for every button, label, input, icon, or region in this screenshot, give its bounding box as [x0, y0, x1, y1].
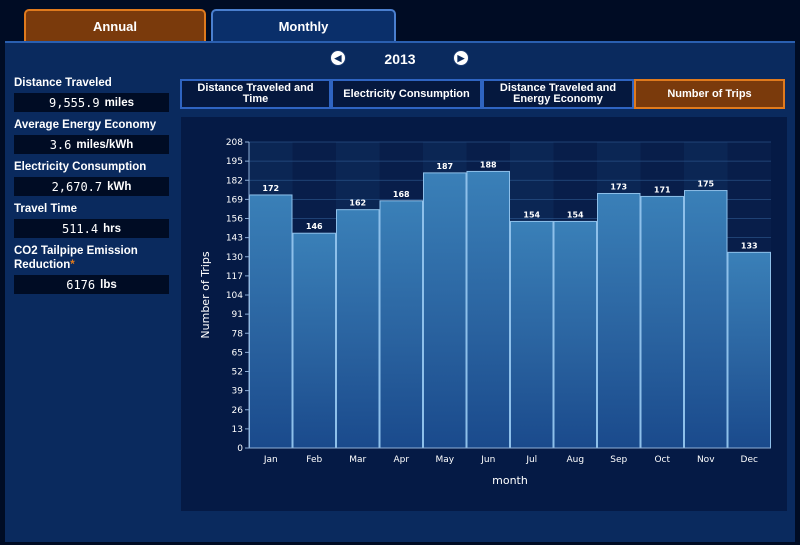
y-tick-label: 52 — [232, 368, 243, 378]
stat-value: 3.6 — [49, 137, 72, 152]
stat-value: 511.4 — [61, 221, 99, 236]
stat-label: Average Energy Economy — [14, 119, 157, 131]
stat-value-box: 2,670.7 kWh — [14, 177, 169, 196]
stat-unit: kWh — [107, 180, 132, 193]
x-tick-label: May — [435, 455, 454, 465]
data-label: 146 — [306, 222, 323, 231]
x-tick-label: Apr — [393, 455, 409, 465]
x-tick-label: Dec — [741, 455, 758, 465]
y-axis-label: Number of Trips — [199, 251, 212, 338]
y-tick-label: 104 — [226, 291, 243, 301]
y-tick-label: 130 — [226, 253, 243, 263]
bar-aug — [553, 220, 597, 449]
data-label: 168 — [393, 190, 410, 199]
subtab-number-of-trips[interactable]: Number of Trips — [634, 79, 785, 109]
stat-distance-traveled: Distance Traveled 9,555.9 miles — [14, 76, 174, 112]
y-tick-label: 208 — [226, 138, 243, 148]
data-label: 154 — [567, 210, 584, 219]
y-tick-label: 0 — [237, 444, 243, 454]
stat-value: 6176 — [66, 277, 96, 292]
stat-label: CO2 Tailpipe Emission Reduction* — [14, 244, 154, 272]
stat-value-box: 3.6 miles/kWh — [14, 135, 169, 154]
stat-label-text: CO2 Tailpipe Emission Reduction — [14, 245, 138, 271]
stat-label: Travel Time — [14, 203, 78, 215]
chevron-left-icon[interactable]: ◀ — [330, 50, 346, 66]
stat-label: Electricity Consumption — [14, 161, 147, 173]
bar-may — [423, 172, 467, 449]
summary-stats: Distance Traveled 9,555.9 miles Average … — [14, 76, 174, 294]
bar-apr — [379, 200, 423, 449]
y-tick-label: 65 — [232, 348, 243, 358]
y-tick-label: 117 — [226, 272, 243, 282]
stat-value: 9,555.9 — [49, 95, 100, 110]
y-tick-label: 169 — [226, 195, 243, 205]
x-axis-label: month — [492, 474, 528, 487]
data-label: 133 — [741, 241, 758, 250]
stat-unit: lbs — [100, 278, 117, 291]
x-tick-label: Jul — [525, 455, 537, 465]
stat-value: 2,670.7 — [51, 179, 103, 194]
y-tick-label: 195 — [226, 157, 243, 167]
y-tick-label: 39 — [232, 387, 244, 397]
x-tick-label: Aug — [566, 455, 584, 465]
data-label: 175 — [697, 180, 714, 189]
stat-average-energy-economy: Average Energy Economy 3.6 miles/kWh — [14, 118, 174, 154]
stat-unit: miles/kWh — [76, 138, 134, 151]
bar-feb — [292, 232, 336, 449]
footnote-asterisk: * — [70, 259, 75, 271]
stat-electricity-consumption: Electricity Consumption 2,670.7 kWh — [14, 160, 174, 196]
stat-unit: miles — [104, 96, 134, 109]
x-tick-label: Jun — [480, 455, 495, 465]
bar-mar — [336, 209, 380, 449]
stat-value-box: 9,555.9 miles — [14, 93, 169, 112]
y-tick-label: 78 — [232, 329, 244, 339]
x-tick-label: Mar — [349, 455, 366, 465]
chevron-right-icon[interactable]: ▶ — [453, 50, 469, 66]
data-label: 172 — [262, 184, 279, 193]
bar-jan — [249, 194, 293, 449]
stat-value-box: 6176 lbs — [14, 275, 169, 294]
y-tick-label: 156 — [226, 215, 243, 225]
bar-sep — [597, 192, 641, 449]
x-tick-label: Sep — [610, 455, 627, 465]
bar-dec — [727, 251, 771, 449]
stat-value-box: 511.4 hrs — [14, 219, 169, 238]
stat-unit: hrs — [103, 222, 122, 235]
data-label: 162 — [349, 199, 366, 208]
tab-monthly[interactable]: Monthly — [211, 9, 396, 41]
data-label: 187 — [436, 162, 453, 171]
year-navigator: ◀ 2013 ▶ — [0, 50, 800, 70]
bar-jul — [510, 220, 554, 449]
subtab-distance-time[interactable]: Distance Traveled and Time — [180, 79, 331, 109]
bar-nov — [684, 190, 728, 449]
y-tick-label: 143 — [226, 234, 243, 244]
data-label: 154 — [523, 210, 540, 219]
trips-bar-chart: 172 146 162 168 187 188 154 154 173 171 175 133 0 13… — [199, 138, 771, 487]
chart-panel: 172 146 162 168 187 188 154 154 173 171 175 133 0 13… — [181, 117, 787, 511]
stat-co2-reduction: CO2 Tailpipe Emission Reduction* 6176 lb… — [14, 244, 174, 294]
data-label: 173 — [610, 182, 627, 191]
subtab-distance-economy[interactable]: Distance Traveled and Energy Economy — [482, 79, 634, 109]
data-label: 171 — [654, 185, 671, 194]
bar-jun — [466, 170, 510, 449]
stat-travel-time: Travel Time 511.4 hrs — [14, 202, 174, 238]
y-tick-label: 91 — [232, 310, 243, 320]
stat-label: Distance Traveled — [14, 77, 112, 89]
year-label: 2013 — [384, 51, 416, 67]
x-tick-label: Feb — [306, 455, 322, 465]
x-tick-label: Jan — [263, 455, 278, 465]
x-tick-label: Nov — [697, 455, 715, 465]
tab-annual[interactable]: Annual — [24, 9, 206, 41]
y-tick-label: 182 — [226, 176, 243, 186]
x-tick-label: Oct — [654, 455, 670, 465]
subtab-electricity[interactable]: Electricity Consumption — [331, 79, 482, 109]
data-label: 188 — [480, 160, 497, 169]
bar-oct — [640, 195, 684, 449]
y-tick-label: 26 — [232, 406, 244, 416]
y-tick-label: 13 — [232, 425, 243, 435]
